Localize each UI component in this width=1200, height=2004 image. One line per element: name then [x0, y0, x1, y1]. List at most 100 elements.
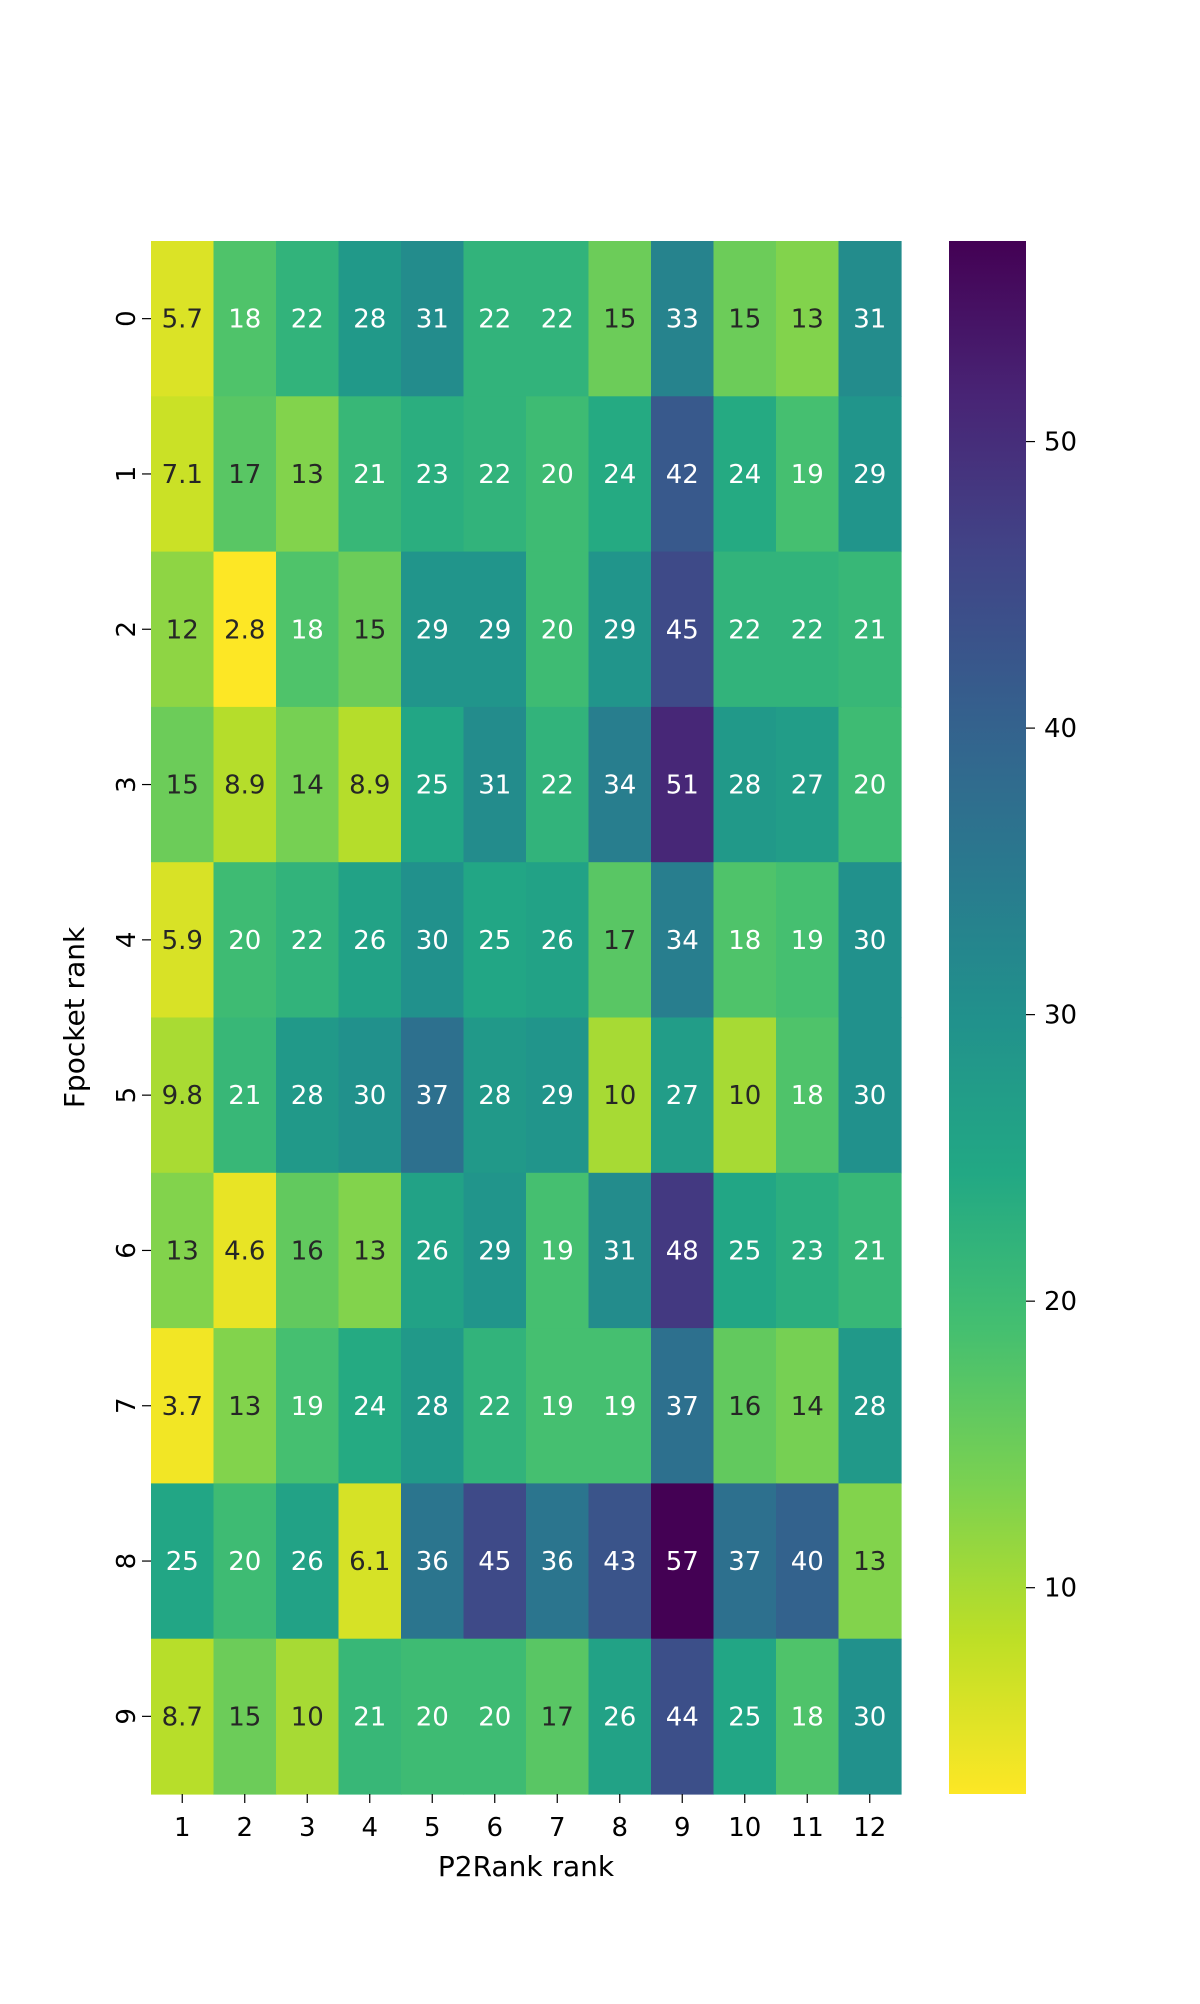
heatmap-cell	[463, 1638, 527, 1795]
heatmap-cell	[776, 1017, 840, 1174]
cell-value-label: 28	[853, 1392, 886, 1422]
heatmap-cell	[713, 1638, 777, 1795]
heatmap-cell	[838, 1017, 902, 1174]
heatmap-cell	[713, 551, 777, 708]
cell-value-label: 29	[853, 460, 886, 490]
cell-value-label: 15	[166, 771, 199, 801]
cell-value-label: 14	[791, 1392, 824, 1422]
heatmap-cell	[588, 706, 652, 863]
heatmap-cell	[526, 1638, 590, 1795]
heatmap-cell	[588, 1638, 652, 1795]
heatmap-cell	[651, 1172, 715, 1329]
cell-value-label: 34	[666, 926, 699, 956]
heatmap-cell	[151, 551, 215, 708]
heatmap-cell	[776, 1172, 840, 1329]
cell-value-label: 6.1	[349, 1547, 390, 1577]
heatmap-cell	[338, 706, 402, 863]
heatmap-cell	[401, 551, 465, 708]
heatmap-cell	[151, 706, 215, 863]
cell-value-label: 25	[728, 1702, 761, 1732]
cell-annotations: 5.7 18 22 28 31 22 22 15 33 15 13 31 7.1 17 13 21 23 22 20…	[162, 305, 887, 1733]
y-tick-label: 5	[112, 1087, 142, 1104]
y-tick-label: 3	[112, 776, 142, 793]
heatmap-cell	[838, 1328, 902, 1484]
heatmap-cell	[588, 862, 652, 1019]
cell-value-label: 19	[541, 1392, 574, 1422]
cell-value-label: 19	[541, 1236, 574, 1266]
cell-value-label: 8.9	[224, 771, 265, 801]
heatmap-cell	[401, 396, 465, 553]
heatmap-cell	[463, 1172, 527, 1329]
colorbar-tick-label: 20	[1044, 1287, 1077, 1317]
cell-value-label: 25	[416, 771, 449, 801]
cell-value-label: 24	[603, 460, 636, 490]
cell-value-label: 57	[666, 1547, 699, 1577]
cell-value-label: 44	[666, 1702, 699, 1732]
cell-value-label: 27	[791, 771, 824, 801]
cell-value-label: 28	[353, 305, 386, 335]
heatmap-cell	[463, 241, 527, 397]
x-tick-label: 8	[611, 1813, 628, 1843]
cell-value-label: 28	[478, 1081, 511, 1111]
cell-value-label: 23	[791, 1236, 824, 1266]
heatmap-cell	[276, 1638, 340, 1795]
heatmap-cell	[338, 862, 402, 1019]
cell-value-label: 25	[166, 1547, 199, 1577]
heatmap-cell	[276, 1017, 340, 1174]
cell-value-label: 21	[853, 615, 886, 645]
heatmap-cell	[213, 1483, 277, 1640]
cell-value-label: 18	[791, 1702, 824, 1732]
heatmap-cell	[151, 396, 215, 553]
cell-value-label: 45	[666, 615, 699, 645]
cell-value-label: 30	[853, 1702, 886, 1732]
cell-value-label: 10	[603, 1081, 636, 1111]
cell-value-label: 12	[166, 615, 199, 645]
cell-value-label: 13	[853, 1547, 886, 1577]
x-tick-label: 11	[791, 1813, 824, 1843]
cell-value-label: 30	[853, 926, 886, 956]
cell-value-label: 37	[728, 1547, 761, 1577]
heatmap-cell	[463, 706, 527, 863]
heatmap-cell	[776, 1328, 840, 1484]
heatmap-cell	[651, 862, 715, 1019]
cell-value-label: 23	[416, 460, 449, 490]
heatmap-cell	[213, 1328, 277, 1484]
heatmap-cell	[338, 551, 402, 708]
y-tick-label: 9	[112, 1708, 142, 1725]
cell-value-label: 25	[478, 926, 511, 956]
y-tick-label: 0	[112, 310, 142, 327]
cell-value-label: 36	[541, 1547, 574, 1577]
x-tick-label: 12	[853, 1813, 886, 1843]
heatmap-cell	[713, 1017, 777, 1174]
heatmap-cell	[401, 1017, 465, 1174]
cell-value-label: 5.9	[162, 926, 203, 956]
cell-value-label: 22	[291, 305, 324, 335]
heatmap-cell	[276, 862, 340, 1019]
cell-value-label: 16	[728, 1392, 761, 1422]
x-tick-label: 5	[424, 1813, 441, 1843]
cell-value-label: 24	[353, 1392, 386, 1422]
cell-value-label: 22	[478, 460, 511, 490]
cell-value-label: 10	[728, 1081, 761, 1111]
heatmap-cell	[526, 1172, 590, 1329]
heatmap-cell	[213, 862, 277, 1019]
colorbar-tick-label: 10	[1044, 1574, 1077, 1604]
cell-value-label: 17	[228, 460, 261, 490]
heatmap-cell	[213, 1172, 277, 1329]
cell-value-label: 20	[541, 615, 574, 645]
cell-value-label: 20	[416, 1702, 449, 1732]
heatmap-cell	[463, 862, 527, 1019]
cell-value-label: 29	[478, 615, 511, 645]
cell-value-label: 18	[791, 1081, 824, 1111]
cell-value-label: 9.8	[162, 1081, 203, 1111]
cell-value-label: 20	[541, 460, 574, 490]
heatmap-cell	[151, 1017, 215, 1174]
x-tick-label: 1	[174, 1813, 191, 1843]
cell-value-label: 29	[603, 615, 636, 645]
cell-value-label: 20	[478, 1702, 511, 1732]
cell-value-label: 18	[228, 305, 261, 335]
heatmap-cell	[526, 862, 590, 1019]
colorbar-ticks: 10 20 30 40 50	[1026, 428, 1077, 1604]
heatmap-cell	[838, 1638, 902, 1795]
cell-value-label: 26	[291, 1547, 324, 1577]
